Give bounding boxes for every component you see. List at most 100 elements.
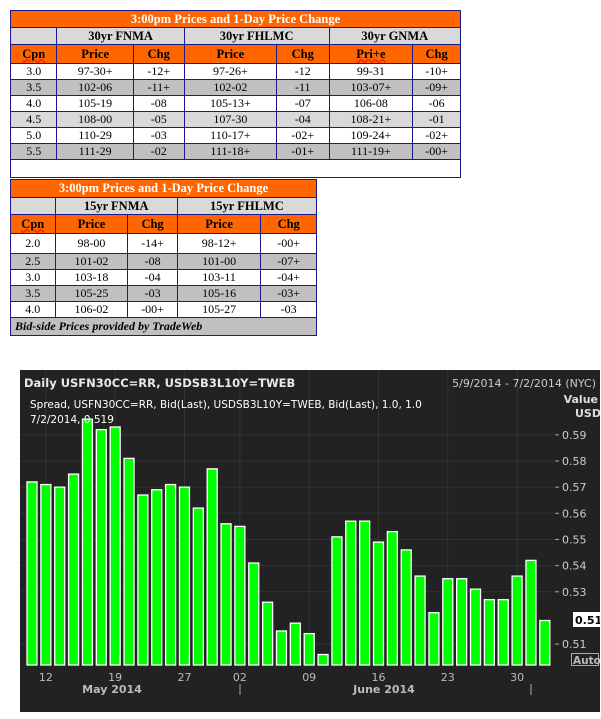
chart-svg: Daily USFN30CC=RR, USDSB3L10Y=TWEB 5/9/2… xyxy=(20,370,601,696)
table-row: 4.0 105-19 -08 105-13+ -07 106-08 -06 xyxy=(9,95,461,112)
table-cell: 105-27 xyxy=(176,301,262,318)
table-cell: 103-18 xyxy=(54,269,129,286)
table-cell: 102-06 xyxy=(56,79,134,96)
table-cell: -07 xyxy=(275,95,330,112)
date-range: 5/9/2014 - 7/2/2014 (NYC) xyxy=(452,377,596,390)
table-row: 2.0 98-00 -14+ 98-12+ -00+ xyxy=(10,233,317,254)
table-cell: 4.0 xyxy=(10,301,56,318)
bar xyxy=(511,575,523,666)
column-header: Cpn xyxy=(9,44,58,64)
table-cell: 103-11 xyxy=(176,269,262,286)
bar xyxy=(81,418,94,666)
column-header: Chg xyxy=(132,44,185,64)
bar xyxy=(483,598,496,666)
table-cell: 98-00 xyxy=(54,233,129,254)
table-cell: 108-00 xyxy=(56,111,134,128)
table-cell: -02 xyxy=(132,143,185,160)
table-cell: -10+ xyxy=(412,63,461,80)
y-tick-label: 0.54 xyxy=(562,560,587,573)
y-tick-label: 0.53 xyxy=(562,586,587,599)
table-row: 4.0 106-02 -00+ 105-27 -03 xyxy=(10,301,317,318)
bar xyxy=(289,622,301,666)
table-cell: 108-21+ xyxy=(328,111,414,128)
table-cell: 105-19 xyxy=(56,95,134,112)
bar xyxy=(275,630,288,666)
group-blank xyxy=(10,197,56,215)
column-header: Chg xyxy=(412,44,461,64)
legend-line-2: 7/2/2014, 0.519 xyxy=(30,414,114,426)
table-cell: -04 xyxy=(127,269,178,286)
table-cell: -00+ xyxy=(260,233,317,254)
table-cell: -08 xyxy=(127,253,178,270)
table-cell: 111-29 xyxy=(56,143,134,160)
x-tick-label: 02 xyxy=(233,671,247,684)
table-row: 5.5 111-29 -02 111-18+ -01+ 111-19+ -00+ xyxy=(9,143,461,160)
bar xyxy=(151,489,163,666)
table-cell: -12+ xyxy=(132,63,185,80)
bar xyxy=(345,520,357,666)
table-cell: -05 xyxy=(132,111,185,128)
table-cell: 101-00 xyxy=(176,253,262,270)
table-cell: -03 xyxy=(127,285,178,302)
column-header: Pri+e xyxy=(328,44,414,64)
bar xyxy=(178,486,191,666)
bar xyxy=(192,507,204,666)
table-cell: 102-02 xyxy=(183,79,277,96)
table-30yr-prices: 3:00pm Prices and 1-Day Price Change 30y… xyxy=(9,10,462,178)
table-title: 3:00pm Prices and 1-Day Price Change xyxy=(10,10,461,28)
month-label: May 2014 xyxy=(82,683,142,696)
column-header-text: Cpn xyxy=(21,216,45,231)
auto-scale-button[interactable] xyxy=(571,653,599,666)
table-row: 5.0 110-29 -03 110-17+ -02+ 109-24+ -02+ xyxy=(9,127,461,144)
table-cell: -03 xyxy=(260,301,317,318)
column-header-text: Pri+e xyxy=(356,46,386,61)
table-cell: 4.0 xyxy=(9,95,58,112)
chart-title: Daily USFN30CC=RR, USDSB3L10Y=TWEB xyxy=(24,376,295,390)
column-header: Chg xyxy=(127,214,178,234)
bar xyxy=(428,612,440,666)
bar xyxy=(164,483,177,666)
group-blank xyxy=(9,27,58,45)
table-title: 3:00pm Prices and 1-Day Price Change xyxy=(10,179,317,198)
column-header: Price xyxy=(54,214,129,234)
spread-chart: Daily USFN30CC=RR, USDSB3L10Y=TWEB 5/9/2… xyxy=(20,370,601,712)
bar xyxy=(442,578,454,666)
table-cell: 3.5 xyxy=(9,79,58,96)
bar xyxy=(206,468,218,666)
table-cell: -08 xyxy=(132,95,185,112)
x-tick-label: 30 xyxy=(510,671,524,684)
bar xyxy=(358,520,371,666)
bar xyxy=(539,619,551,666)
month-label: June 2014 xyxy=(352,683,415,696)
bar xyxy=(220,523,232,666)
table-row: 2.5 101-02 -08 101-00 -07+ xyxy=(10,253,317,270)
table-15yr-prices: 3:00pm Prices and 1-Day Price Change 15y… xyxy=(10,179,318,336)
bar xyxy=(456,578,468,666)
table-cell: 106-02 xyxy=(54,301,129,318)
table-cell: 5.0 xyxy=(9,127,58,144)
bar xyxy=(248,562,260,666)
table-cell: 2.0 xyxy=(10,233,56,254)
auto-scale-label[interactable]: Auto xyxy=(573,655,601,667)
bar xyxy=(54,486,66,666)
table-cell: -12 xyxy=(275,63,330,80)
bar xyxy=(400,549,412,666)
last-value-box xyxy=(573,612,600,627)
bar xyxy=(372,541,385,666)
x-tick-label: 12 xyxy=(39,671,53,684)
group-header: 15yr FHLMC xyxy=(176,197,318,215)
table-cell: 110-17+ xyxy=(183,127,277,144)
last-value-label: 0.519 xyxy=(575,614,600,627)
table-cell: 4.5 xyxy=(9,111,58,128)
table-cell: 3.0 xyxy=(10,269,56,286)
column-header: Cpn xyxy=(10,214,56,234)
bar xyxy=(109,426,121,666)
table-cell: -07+ xyxy=(260,253,317,270)
y-axis-unit: USD xyxy=(575,407,600,420)
table-cell: 111-18+ xyxy=(183,143,277,160)
x-tick-label: 23 xyxy=(441,671,455,684)
table-cell: -01 xyxy=(412,111,461,128)
table-cell: 5.5 xyxy=(9,143,58,160)
bar xyxy=(40,483,52,666)
y-tick-label: 0.59 xyxy=(562,429,587,442)
